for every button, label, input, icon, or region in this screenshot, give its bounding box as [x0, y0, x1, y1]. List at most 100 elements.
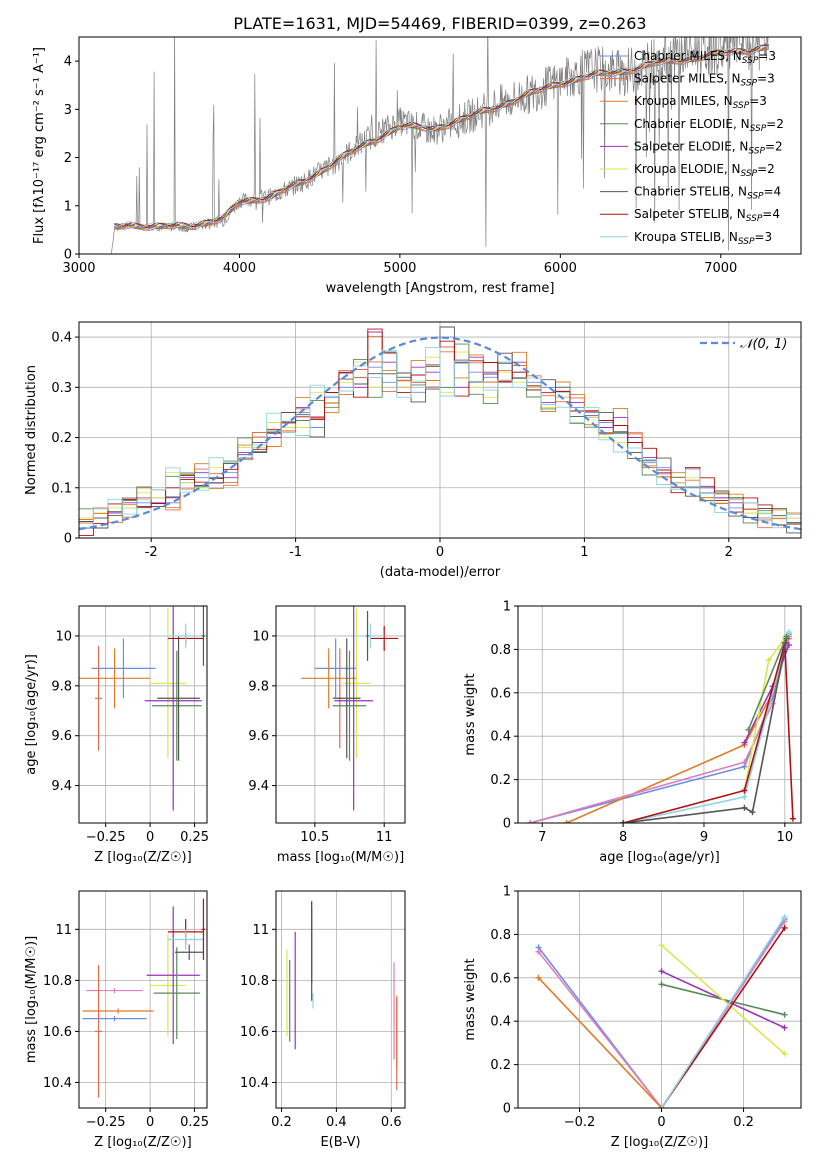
- y-tick-label: 1: [64, 199, 72, 214]
- y-tick-label: 0: [503, 817, 511, 832]
- observed-spectrum-line: [110, 37, 769, 254]
- x-tick-label: 5000: [383, 261, 416, 276]
- x-tick-label: −0.25: [86, 1115, 126, 1130]
- errorbar-point-1: [300, 648, 357, 709]
- panel-age-vs-Z: −0.25 0 0.25 9.4 9.6 9.8 10 Z [log₁₀(Z/Z☉)] age …: [24, 605, 209, 865]
- y-tick-label: 9.8: [248, 679, 269, 694]
- legend-label-chabrier_elodie: Chabrier ELODIE, NSSP=2: [634, 117, 784, 134]
- weight-marker: [535, 974, 542, 981]
- weight-marker: [745, 726, 752, 733]
- weight-marker: [741, 759, 748, 766]
- errorbar-point-0: [82, 1016, 147, 1022]
- y-tick-label: 10: [252, 629, 269, 644]
- weight-marker: [658, 1105, 665, 1108]
- x-axis-label: age [log₁₀(age/yr)]: [599, 850, 720, 865]
- x-tick-label: 0.2: [733, 1115, 754, 1130]
- panel-residual-histogram: 𝒩(0, 1) -2 -1 0 1 2 0 0.1 0.2 0.3 0.4 (data-model)/…: [24, 321, 802, 580]
- weight-line-kroupa_stelib: [660, 916, 786, 1108]
- y-tick-label: 0.4: [51, 331, 72, 346]
- errorbar-point-4: [150, 934, 186, 1037]
- x-tick-label: 0: [436, 545, 444, 560]
- y-tick-label: 0: [503, 1102, 511, 1117]
- legend-text: Salpeter STELIB, N: [634, 207, 746, 221]
- x-tick-label: 7: [538, 830, 546, 845]
- errorbar-point-6: [332, 638, 361, 759]
- y-tick-label: 0.2: [490, 1058, 511, 1073]
- legend-tail: =2: [766, 117, 784, 131]
- y-tick-label: 11: [55, 923, 72, 938]
- y-tick-label: 0.2: [51, 431, 72, 446]
- weight-line-chabrier_miles: [529, 634, 790, 823]
- y-tick-label: 10.8: [43, 974, 72, 989]
- legend-tail: =2: [765, 139, 783, 153]
- legend-label-salpeter_elodie: Salpeter ELODIE, NSSP=2: [634, 139, 783, 156]
- plot-area: [286, 901, 398, 1091]
- legend-text: Kroupa STELIB, N: [634, 230, 738, 244]
- legend-tail: =2: [757, 162, 775, 176]
- legend-sub: SSP: [738, 237, 755, 247]
- plot-area: [79, 326, 801, 537]
- legend-tail: =3: [749, 94, 767, 108]
- model-line-chabrier_stelib: [114, 44, 769, 229]
- y-tick-label: 0.1: [51, 481, 72, 496]
- weight-marker: [741, 804, 748, 811]
- histogram-step-kroupa_stelib: [79, 346, 801, 529]
- weight-marker: [749, 809, 756, 816]
- weight-marker: [741, 787, 748, 794]
- figure-body: Chabrier MILES, NSSP=3 Salpeter MILES, N S…: [24, 36, 802, 1150]
- x-axis-label: Z [log₁₀(Z/Z☉)]: [611, 1135, 708, 1150]
- x-tick-label: 0.4: [326, 1115, 347, 1130]
- x-tick-label: 0: [146, 1115, 154, 1130]
- x-tick-label: 4000: [223, 261, 256, 276]
- legend-tail: =4: [762, 207, 780, 221]
- y-tick-label: 0.6: [490, 686, 511, 701]
- y-tick-label: 9.4: [248, 779, 269, 794]
- weight-marker: [658, 968, 665, 975]
- y-axis-label: mass weight: [463, 958, 478, 1040]
- legend-text: Kroupa MILES, N: [634, 94, 733, 108]
- errorbar-point-3: [95, 965, 103, 1098]
- weight-marker: [781, 1024, 788, 1031]
- model-line-salpeter_stelib: [114, 44, 769, 228]
- x-tick-label: 8: [619, 830, 627, 845]
- y-tick-label: 1: [503, 885, 511, 900]
- errorbar-point-3: [150, 608, 186, 759]
- errorbar-point-0: [91, 638, 156, 699]
- x-axis-label: mass [log₁₀(M/M☉)]: [277, 850, 404, 865]
- x-tick-label: -1: [289, 545, 302, 560]
- legend-sub: SSP: [746, 214, 763, 224]
- y-tick-label: 0.6: [490, 971, 511, 986]
- y-tick-label: 0.8: [490, 928, 511, 943]
- y-tick-label: 0.4: [490, 730, 511, 745]
- y-tick-label: 2: [64, 151, 72, 166]
- weight-line-kroupa_elodie: [661, 944, 786, 1055]
- x-tick-label: -2: [145, 545, 158, 560]
- y-axis-label: mass [log₁₀(M/M☉)]: [24, 936, 39, 1063]
- y-tick-label: 9.8: [51, 679, 72, 694]
- legend-sub: SSP: [750, 124, 767, 134]
- panel-mass-weight-vs-Z: −0.2 0 0.2 0 0.2 0.4 0.6 0.8 1 Z [log₁₀(Z/Z☉)] mas…: [463, 885, 802, 1150]
- weight-line-kroupa_stelib: [622, 631, 790, 823]
- x-tick-label: 10: [777, 830, 794, 845]
- x-tick-label: 2: [725, 545, 733, 560]
- legend-label-kroupa_miles: Kroupa MILES, NSSP=3: [634, 94, 767, 111]
- legend-text: Chabrier STELIB, N: [634, 185, 747, 199]
- y-tick-label: 9.6: [51, 729, 72, 744]
- legend-label-chabrier_miles: Chabrier MILES, NSSP=3: [634, 49, 776, 66]
- y-tick-label: 0.4: [490, 1015, 511, 1030]
- weight-line-salpeter_stelib: [660, 927, 786, 1108]
- y-axis-label: Flux [fλ10⁻¹⁷ erg cm⁻² s⁻¹ A⁻¹]: [32, 47, 47, 244]
- x-tick-label: 10.5: [300, 830, 329, 845]
- legend-text: Salpeter MILES, N: [634, 72, 741, 86]
- axes-frame: [275, 605, 406, 824]
- errorbar-point-9: [175, 944, 204, 960]
- legend-label-kroupa_elodie: Kroupa ELODIE, NSSP=2: [634, 162, 775, 179]
- x-tick-label: 0: [657, 1115, 665, 1130]
- x-axis-label: Z [log₁₀(Z/Z☉)]: [94, 850, 191, 865]
- errorbar-point-8: [164, 623, 207, 649]
- y-tick-label: 0.2: [490, 773, 511, 788]
- legend-text: Chabrier ELODIE, N: [634, 117, 750, 131]
- x-tick-label: −0.2: [564, 1115, 596, 1130]
- y-tick-label: 10.8: [240, 974, 269, 989]
- weight-marker: [563, 820, 570, 823]
